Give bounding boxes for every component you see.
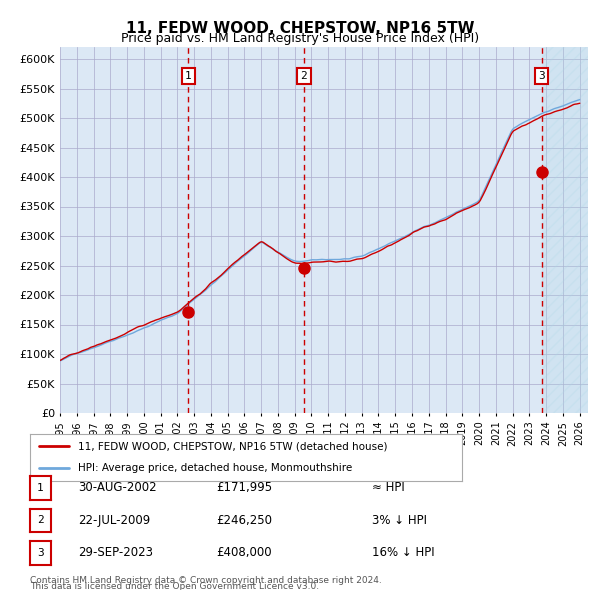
Text: Price paid vs. HM Land Registry's House Price Index (HPI): Price paid vs. HM Land Registry's House …	[121, 32, 479, 45]
Text: 2: 2	[301, 71, 307, 81]
Text: 11, FEDW WOOD, CHEPSTOW, NP16 5TW: 11, FEDW WOOD, CHEPSTOW, NP16 5TW	[126, 21, 474, 35]
Text: 16% ↓ HPI: 16% ↓ HPI	[372, 546, 434, 559]
Text: 11, FEDW WOOD, CHEPSTOW, NP16 5TW (detached house): 11, FEDW WOOD, CHEPSTOW, NP16 5TW (detac…	[77, 441, 387, 451]
Text: £408,000: £408,000	[216, 546, 272, 559]
Text: This data is licensed under the Open Government Licence v3.0.: This data is licensed under the Open Gov…	[30, 582, 319, 590]
Text: 3: 3	[37, 548, 44, 558]
Text: 30-AUG-2002: 30-AUG-2002	[78, 481, 157, 494]
Text: 3% ↓ HPI: 3% ↓ HPI	[372, 514, 427, 527]
Text: 2: 2	[37, 516, 44, 525]
Text: £171,995: £171,995	[216, 481, 272, 494]
Text: ≈ HPI: ≈ HPI	[372, 481, 405, 494]
Text: 1: 1	[185, 71, 192, 81]
Text: HPI: Average price, detached house, Monmouthshire: HPI: Average price, detached house, Monm…	[77, 463, 352, 473]
Bar	[542, 47, 588, 413]
Text: Contains HM Land Registry data © Crown copyright and database right 2024.: Contains HM Land Registry data © Crown c…	[30, 576, 382, 585]
Text: 29-SEP-2023: 29-SEP-2023	[78, 546, 153, 559]
Text: 3: 3	[538, 71, 545, 81]
Text: £246,250: £246,250	[216, 514, 272, 527]
Text: 1: 1	[37, 483, 44, 493]
Text: 22-JUL-2009: 22-JUL-2009	[78, 514, 150, 527]
